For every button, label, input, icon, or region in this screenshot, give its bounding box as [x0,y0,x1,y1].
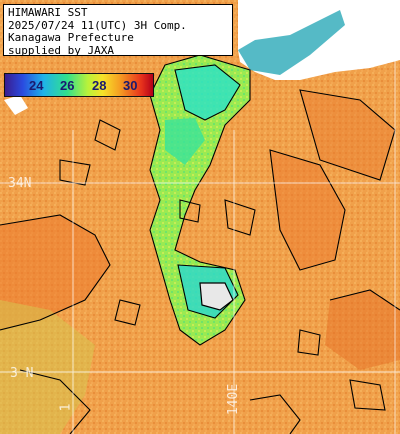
cool-region-bottom-left [0,300,95,434]
cold-eddy [199,282,234,311]
colorbar-tick: 26 [60,78,75,93]
colorbar-tick: 28 [92,78,107,93]
cyan-core-top [175,65,240,120]
latitude-label-lower: 3 N [10,366,34,381]
coastal-cool-band [238,10,345,75]
longitude-label-left: 1 [58,403,74,412]
warm-region-top-right [300,90,395,180]
colorbar-tick: 30 [123,78,138,93]
caption-datetime: 2025/07/24 11(UTC) 3H Comp. [8,18,187,32]
caption-credit: supplied by JAXA [8,43,114,57]
cyan-core-mid [165,118,205,165]
warm-region-bottom-right [325,290,400,370]
caption-region: Kanagawa Prefecture [8,31,134,44]
contour-lines [0,54,400,434]
caption-title: HIMAWARI SST [8,6,88,19]
latitude-label: 34N [8,176,32,191]
sst-colorbar: 24 26 28 30 [4,73,154,97]
colorbar-tick: 24 [29,78,44,93]
warm-region-left [0,215,110,330]
colorbar-gradient [5,74,153,96]
land-islet [4,95,28,115]
longitude-label-right: 140E [226,383,242,416]
warm-region-right [270,150,345,270]
map-caption: HIMAWARI SST 2025/07/24 11(UTC) 3H Comp.… [3,4,233,56]
